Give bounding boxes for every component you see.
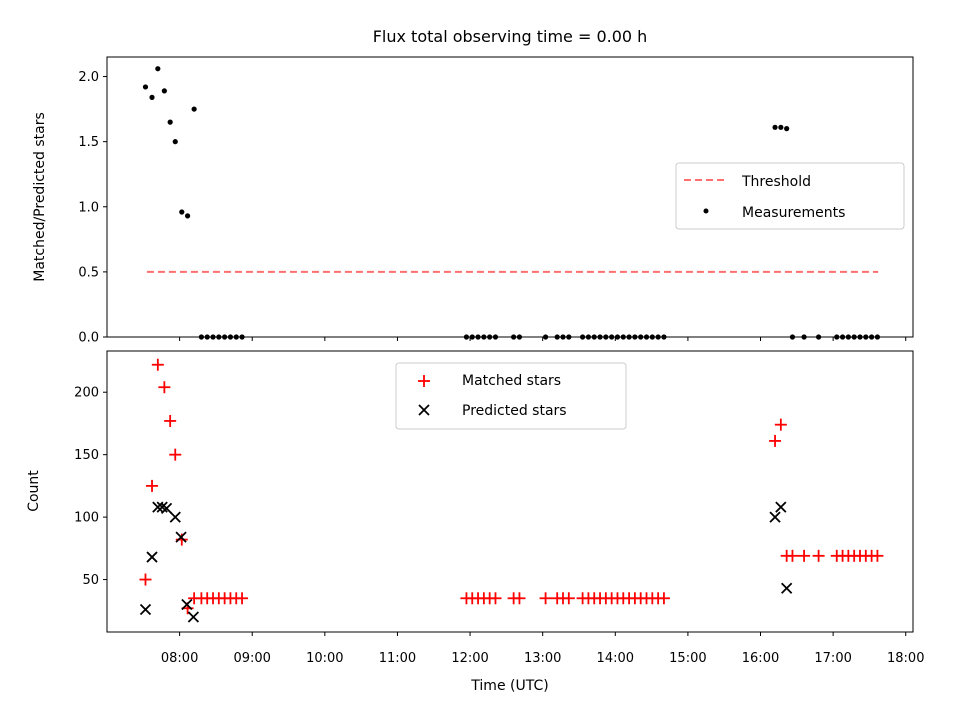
predicted-star-point xyxy=(139,603,152,616)
predicted-star-point xyxy=(775,501,787,513)
measurement-point xyxy=(149,94,155,100)
matched-star-point xyxy=(539,592,552,605)
predicted-star-point xyxy=(169,511,181,523)
bottom-xtick-label: 15:00 xyxy=(669,651,706,666)
top-ytick-label: 0.0 xyxy=(78,331,99,346)
top-panel: Flux total observing time = 0.00 h Match… xyxy=(32,27,914,346)
bottom-xtick-label: 08:00 xyxy=(161,651,198,666)
legend-matched-label: Matched stars xyxy=(462,373,561,389)
predicted-stars-points xyxy=(139,501,793,623)
bottom-xlabel: Time (UTC) xyxy=(470,678,548,694)
bottom-y-ticks: 50 100 150 200 xyxy=(74,386,107,588)
bottom-ytick-label: 100 xyxy=(74,511,99,526)
legend-measurements-label: Measurements xyxy=(742,205,845,221)
matched-star-point xyxy=(871,549,884,562)
bottom-ytick-label: 200 xyxy=(74,386,99,401)
matched-star-point xyxy=(489,592,502,605)
measurement-point xyxy=(179,209,185,215)
bottom-xtick-label: 09:00 xyxy=(233,651,270,666)
bottom-ylabel: Count xyxy=(26,470,42,512)
measurement-point xyxy=(185,213,191,219)
matched-star-point xyxy=(139,573,152,586)
top-ylabel: Matched/Predicted stars xyxy=(32,112,48,282)
bottom-xtick-label: 18:00 xyxy=(887,651,924,666)
measurement-point xyxy=(772,124,778,130)
top-ytick-label: 1.0 xyxy=(78,200,99,215)
measurement-point xyxy=(142,84,149,90)
top-ytick-label: 1.5 xyxy=(78,135,99,150)
matched-star-point xyxy=(158,381,171,394)
legend-measurements-swatch xyxy=(703,208,709,214)
bottom-xtick-label: 13:00 xyxy=(524,651,561,666)
bottom-legend: Matched stars Predicted stars xyxy=(395,362,627,430)
measurement-point xyxy=(191,106,197,112)
bottom-legend-box xyxy=(395,362,627,430)
matched-star-point xyxy=(812,549,825,562)
top-ytick-label: 0.5 xyxy=(78,265,99,280)
top-legend-box xyxy=(675,162,905,230)
predicted-star-point xyxy=(187,611,200,623)
measurement-point xyxy=(155,66,161,72)
predicted-star-point xyxy=(769,511,781,523)
bottom-x-ticks: 08:00 09:00 10:00 11:00 12:00 13:00 14:00 15:00… xyxy=(161,632,924,666)
matched-star-point xyxy=(151,358,164,371)
measurement-point xyxy=(778,124,784,130)
predicted-star-point xyxy=(146,551,158,563)
legend-predicted-label: Predicted stars xyxy=(462,403,567,419)
matched-star-point xyxy=(562,592,575,605)
bottom-axes-frame xyxy=(106,350,914,633)
matched-star-point xyxy=(774,418,787,431)
predicted-star-point xyxy=(181,598,193,611)
bottom-xtick-label: 11:00 xyxy=(379,651,416,666)
bottom-xtick-label: 16:00 xyxy=(742,651,779,666)
bottom-ytick-label: 150 xyxy=(74,448,99,463)
legend-matched-swatch xyxy=(418,375,430,387)
matched-star-point xyxy=(513,592,526,605)
measurement-point xyxy=(167,119,173,125)
top-x-ticks xyxy=(179,337,907,341)
matched-star-point xyxy=(169,448,182,461)
top-y-ticks: 0.0 0.5 1.0 1.5 2.0 xyxy=(78,70,107,346)
matched-star-point xyxy=(798,549,811,562)
bottom-xtick-label: 12:00 xyxy=(451,651,488,666)
matched-stars-points xyxy=(139,358,884,615)
legend-predicted-swatch xyxy=(418,404,430,416)
matched-star-point xyxy=(236,592,249,605)
predicted-star-point xyxy=(781,582,793,594)
predicted-star-point xyxy=(175,531,187,543)
top-legend: Threshold Measurements xyxy=(675,162,905,230)
predicted-star-point xyxy=(160,502,173,514)
measurement-point xyxy=(161,88,167,94)
bottom-xtick-label: 17:00 xyxy=(814,651,851,666)
bottom-panel: Count Time (UTC) 50 100 150 200 08:00 09:00 1… xyxy=(26,350,924,694)
bottom-xtick-label: 14:00 xyxy=(597,651,634,666)
matched-star-point xyxy=(786,549,799,562)
matched-star-point xyxy=(657,592,670,605)
measurement-point xyxy=(172,139,178,145)
matched-star-point xyxy=(164,414,177,427)
bottom-ytick-label: 50 xyxy=(82,573,99,588)
measurement-point xyxy=(784,126,790,132)
top-axes-frame xyxy=(106,56,914,338)
top-title: Flux total observing time = 0.00 h xyxy=(373,27,648,46)
matched-star-point xyxy=(769,434,782,447)
top-ytick-label: 2.0 xyxy=(78,70,99,85)
matched-star-point xyxy=(146,479,159,492)
legend-threshold-label: Threshold xyxy=(741,174,811,190)
bottom-xtick-label: 10:00 xyxy=(306,651,343,666)
